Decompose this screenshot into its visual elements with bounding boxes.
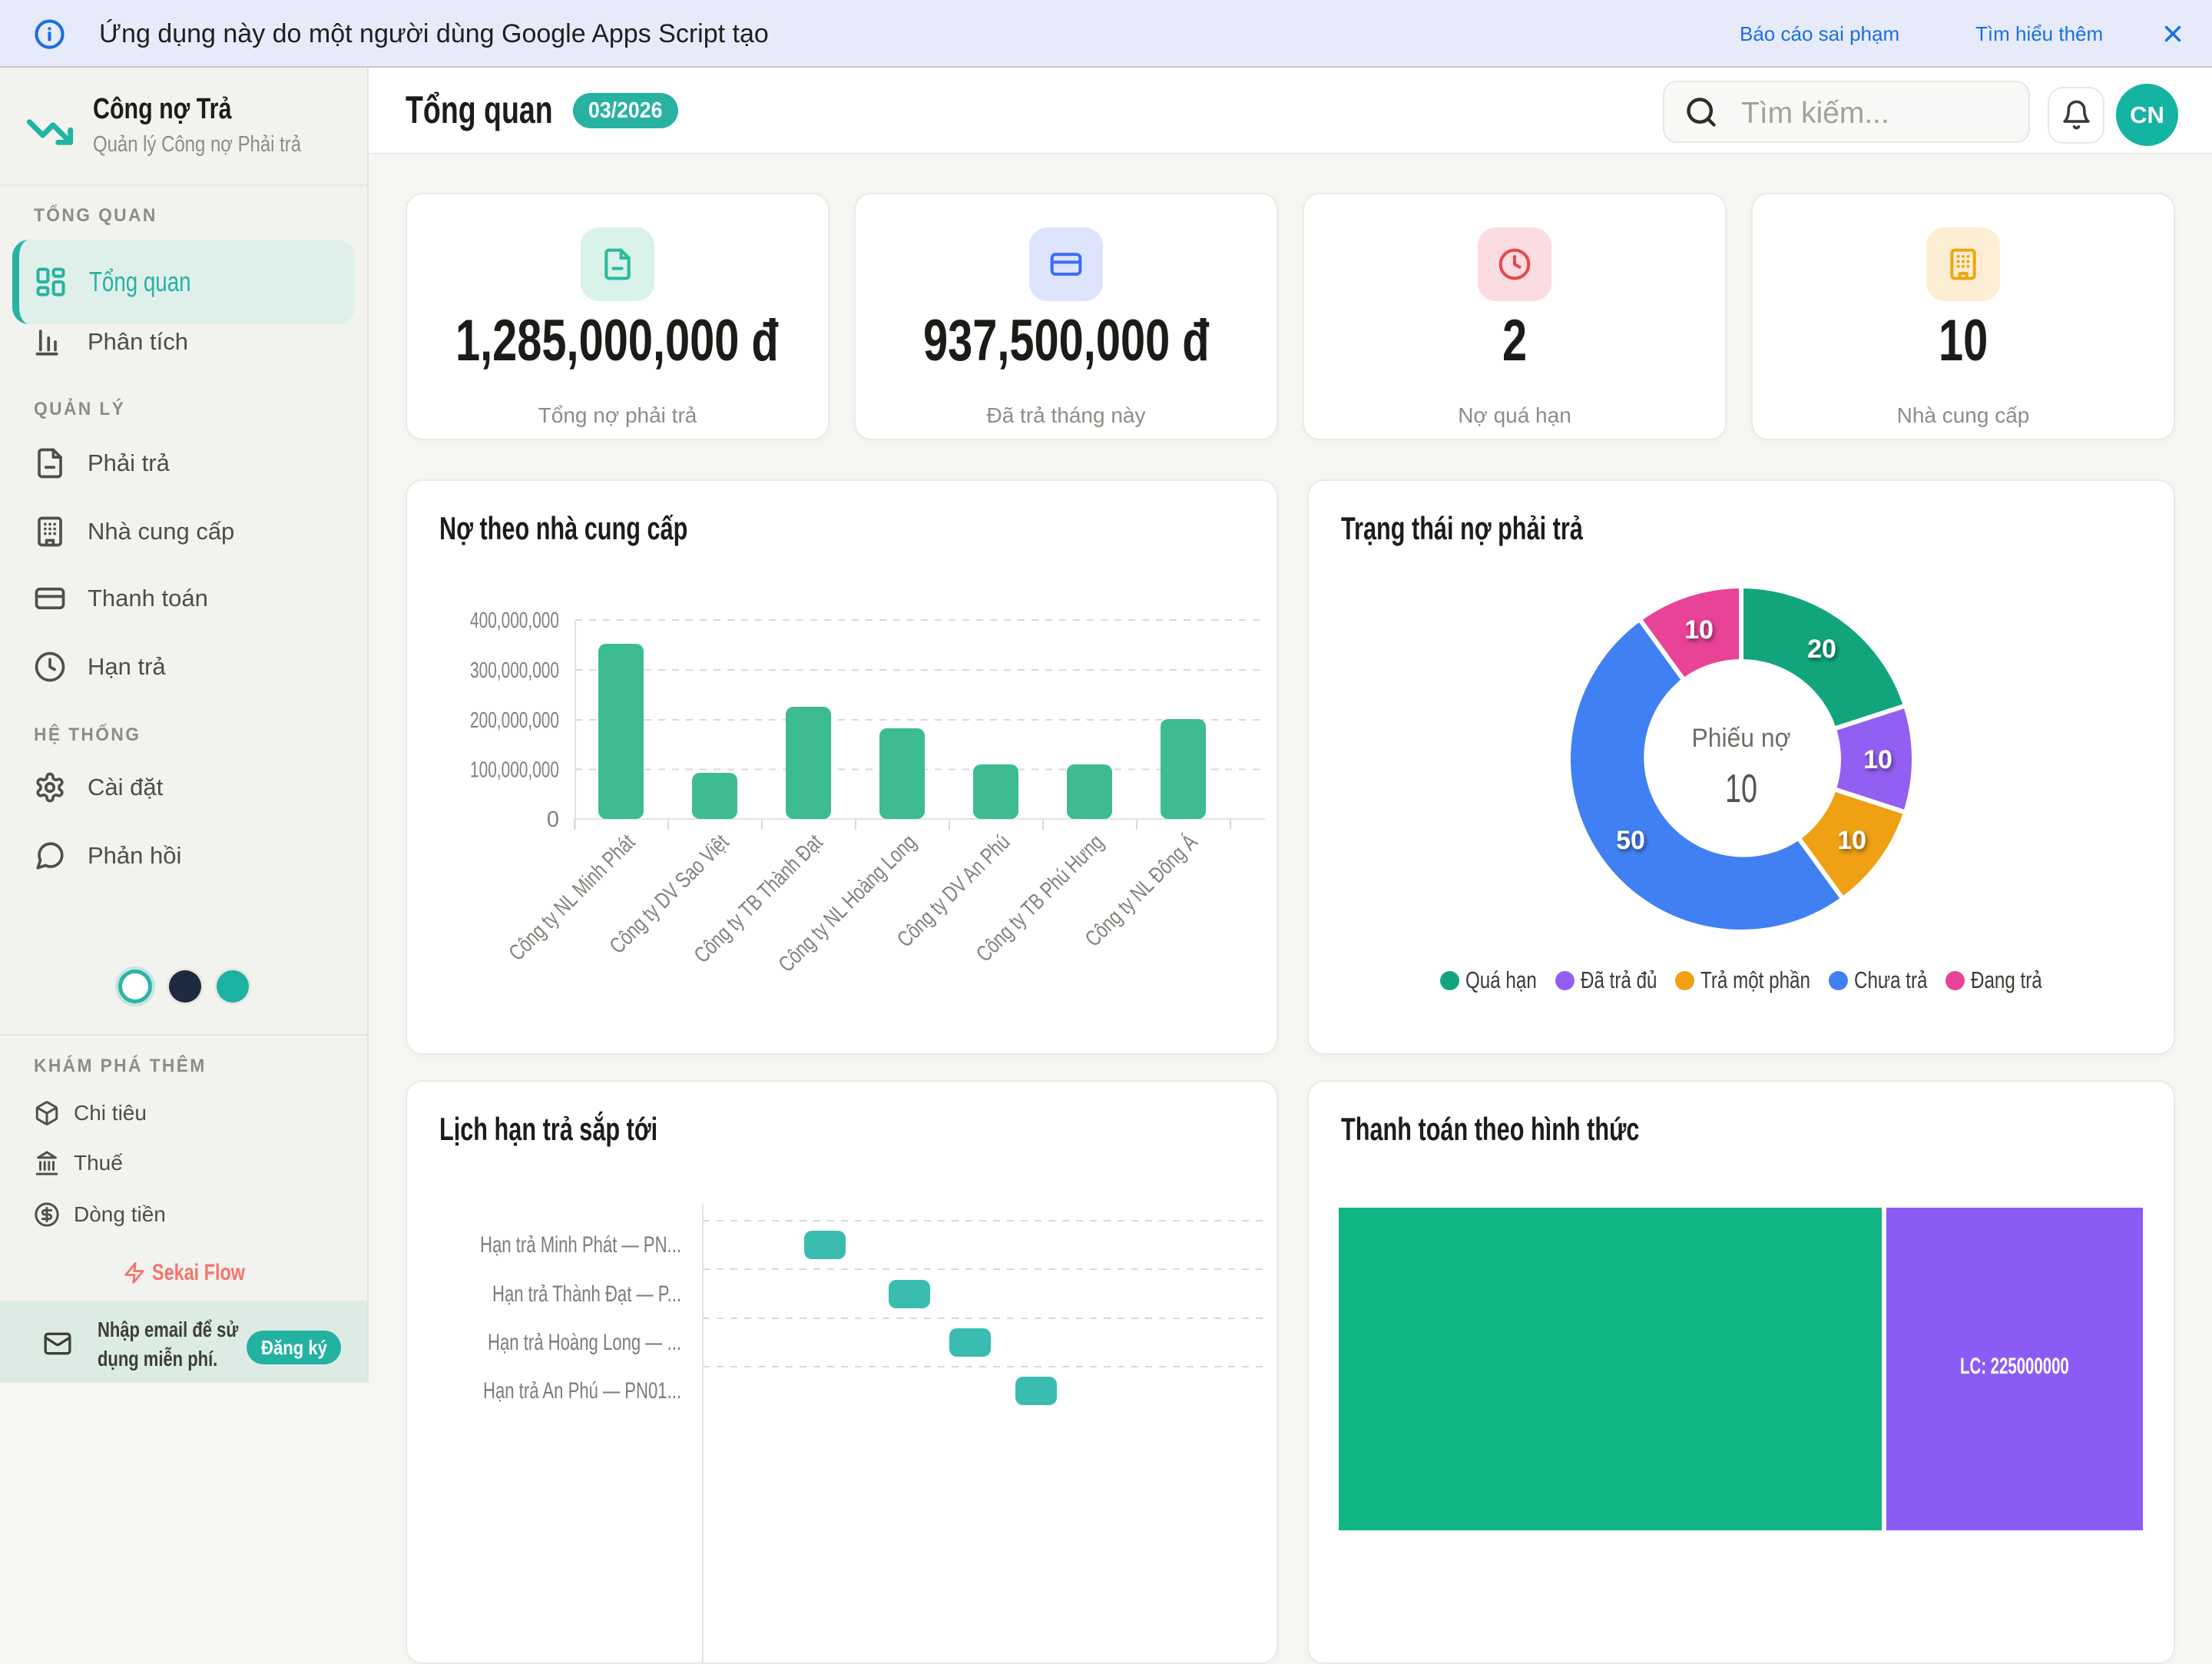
svg-text:Hạn trả Minh Phát — PN...: Hạn trả Minh Phát — PN... [480,1232,681,1258]
svg-text:Hạn trả An Phú — PN01...: Hạn trả An Phú — PN01... [483,1378,681,1404]
svg-text:10: 10 [1684,615,1714,645]
svg-text:Hạn trả Thành Đạt — P...: Hạn trả Thành Đạt — P... [492,1281,681,1307]
svg-text:100,000,000: 100,000,000 [470,758,559,783]
svg-text:0: 0 [547,807,559,832]
svg-text:20: 20 [1807,635,1836,664]
svg-text:Hạn trả Hoàng Long — ...: Hạn trả Hoàng Long — ... [488,1330,681,1355]
svg-text:50: 50 [1616,826,1645,855]
svg-text:10: 10 [1725,767,1757,811]
svg-text:10: 10 [1837,826,1866,855]
svg-text:400,000,000: 400,000,000 [470,608,559,633]
svg-text:300,000,000: 300,000,000 [470,658,559,683]
svg-text:Phiếu nợ: Phiếu nợ [1692,724,1791,753]
svg-text:10: 10 [1863,745,1892,774]
svg-text:200,000,000: 200,000,000 [470,708,559,733]
